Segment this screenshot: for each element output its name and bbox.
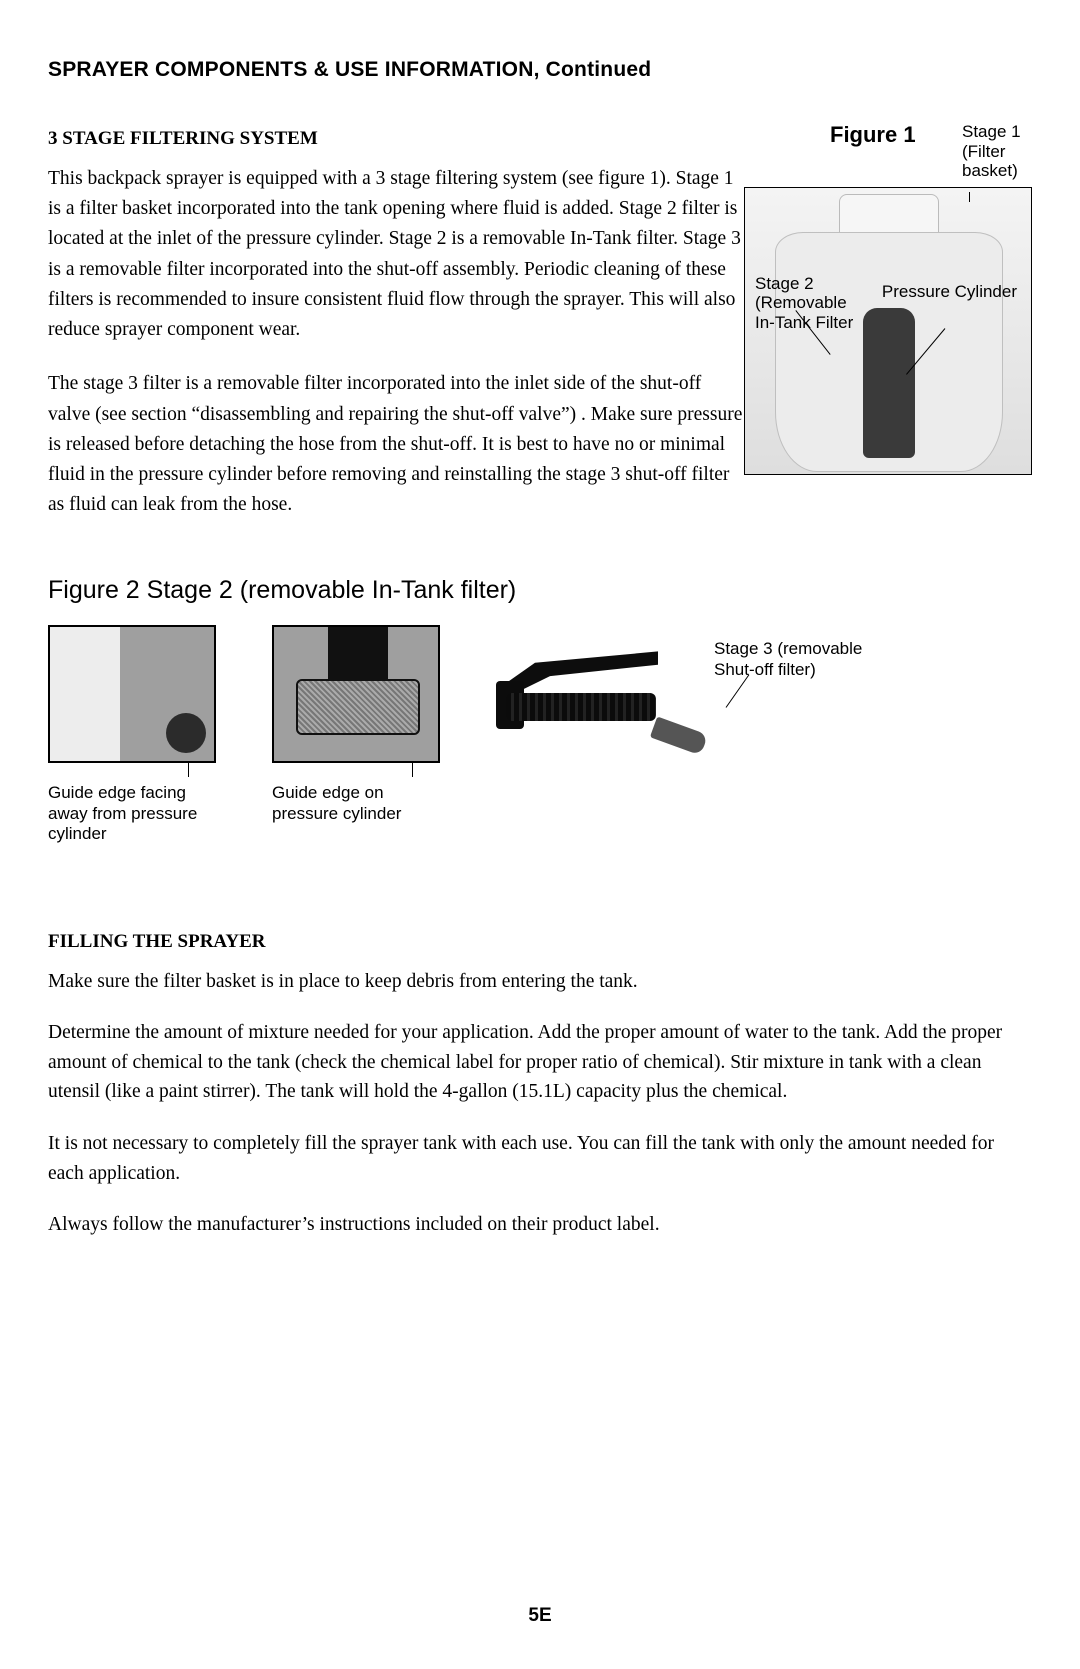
- figure-2-item-a: Guide edge facing away from pressure cyl…: [48, 625, 216, 844]
- figure-1-stage2-label: Stage 2 (Removable In-Tank Filter: [755, 274, 865, 333]
- figure-2-image-b: [272, 625, 440, 763]
- filter-para-1: This backpack sprayer is equipped with a…: [48, 164, 743, 345]
- filling-title: FILLING THE SPRAYER: [48, 931, 1032, 953]
- figure-2-row: Guide edge facing away from pressure cyl…: [48, 625, 1032, 844]
- figure-2-caption-a: Guide edge facing away from pressure cyl…: [48, 783, 216, 844]
- filling-para-3: It is not necessary to completely fill t…: [48, 1129, 1028, 1188]
- figure-2-item-b: Guide edge on pressure cylinder: [272, 625, 440, 824]
- figure-1-pressure-label: Pressure Cylinder: [882, 282, 1017, 302]
- stage3-art: [496, 625, 686, 755]
- filter-para-2: The stage 3 filter is a removable filter…: [48, 369, 743, 520]
- filter-section: 3 STAGE FILTERING SYSTEM This backpack s…: [48, 128, 1032, 520]
- page-header: SPRAYER COMPONENTS & USE INFORMATION, Co…: [48, 58, 1032, 82]
- figure-1-image: Stage 2 (Removable In-Tank Filter Pressu…: [744, 187, 1032, 475]
- figure-1-title: Figure 1: [830, 122, 916, 148]
- filling-para-4: Always follow the manufacturer’s instruc…: [48, 1210, 1028, 1240]
- figure-1-stage1-label: Stage 1 (Filter basket): [962, 122, 1032, 181]
- figure-2-image-a: [48, 625, 216, 763]
- filling-para-1: Make sure the filter basket is in place …: [48, 967, 1028, 997]
- figure-2-caption-b: Guide edge on pressure cylinder: [272, 783, 440, 824]
- page-number: 5E: [0, 1605, 1080, 1627]
- figure-2-stage3: Stage 3 (removable Shut-off filter): [496, 625, 896, 755]
- figure-2-heading: Figure 2 Stage 2 (removable In-Tank filt…: [48, 576, 1032, 605]
- filling-body: Make sure the filter basket is in place …: [48, 967, 1032, 1240]
- stage3-label: Stage 3 (removable Shut-off filter): [714, 639, 896, 680]
- filling-para-2: Determine the amount of mixture needed f…: [48, 1018, 1028, 1107]
- figure-1: Figure 1 Stage 1 (Filter basket) Stage 2…: [744, 122, 1032, 475]
